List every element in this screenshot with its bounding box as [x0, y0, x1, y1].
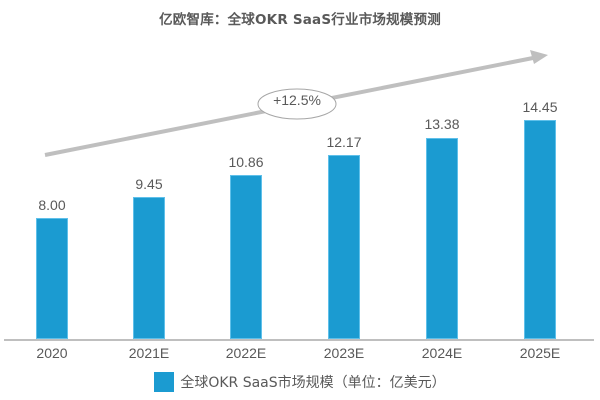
x-tick-label: 2022E — [225, 345, 267, 361]
x-tick-label: 2024E — [421, 345, 463, 361]
bar-2020 — [36, 218, 68, 339]
legend-label: 全球OKR SaaS市场规模（单位：亿美元） — [180, 375, 446, 391]
x-tick-label: 2020 — [36, 345, 68, 361]
cagr-label: +12.5% — [273, 92, 321, 108]
value-label: 14.45 — [522, 99, 558, 115]
x-tick-label: 2025E — [519, 345, 561, 361]
legend-swatch — [154, 372, 175, 392]
chart-title: 亿欧智库：全球OKR SaaS行业市场规模预测 — [159, 12, 441, 28]
value-label: 12.17 — [326, 134, 362, 150]
value-label: 8.00 — [38, 197, 66, 213]
bar-2025e — [524, 120, 556, 339]
x-axis-line — [4, 339, 594, 341]
bar-2022e — [230, 175, 262, 339]
x-tick-label: 2023E — [323, 345, 365, 361]
x-tick-label: 2021E — [128, 345, 170, 361]
bar-2024e — [426, 138, 458, 339]
bar-2023e — [328, 155, 360, 339]
legend: 全球OKR SaaS市场规模（单位：亿美元） — [0, 372, 600, 392]
value-label: 10.86 — [228, 154, 264, 170]
value-label: 13.38 — [424, 116, 460, 132]
bar-2021e — [133, 197, 165, 339]
value-label: 9.45 — [135, 176, 163, 192]
